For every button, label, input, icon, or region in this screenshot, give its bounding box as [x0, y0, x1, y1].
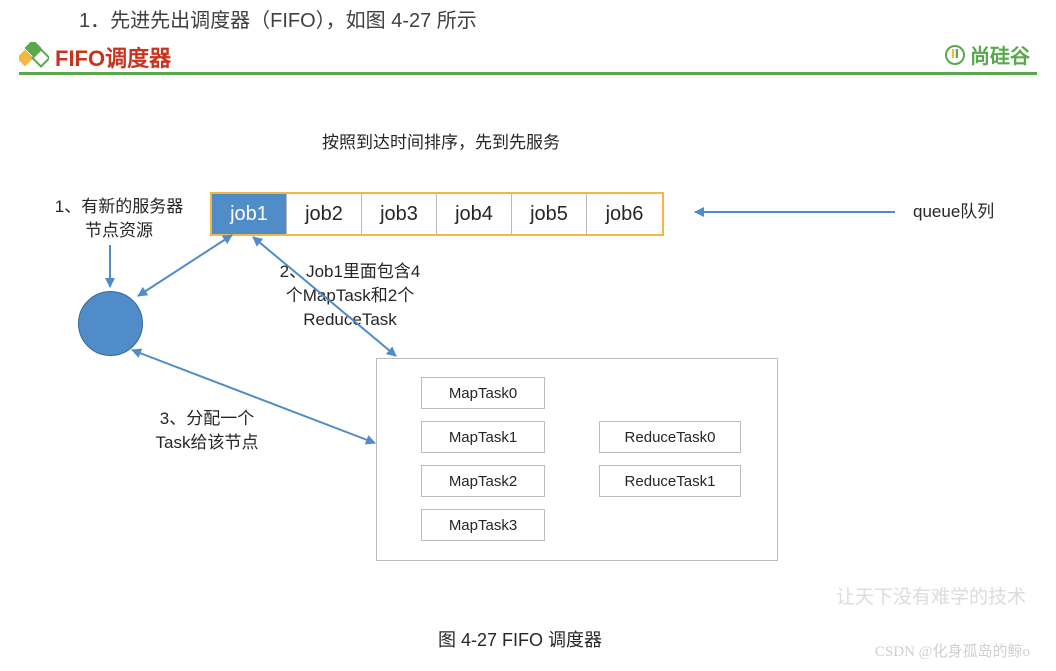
page-title: FIFO调度器	[55, 41, 171, 73]
label-3-line1: 3、分配一个	[160, 409, 254, 428]
watermark-slogan: 让天下没有难学的技术	[836, 582, 1026, 609]
label-2: 2、Job1里面包含4 个MapTask和2个 ReduceTask	[260, 260, 440, 331]
page-heading: 1．先进先出调度器（FIFO），如图 4-27 所示	[79, 4, 477, 33]
brand-block: 尚硅谷	[944, 40, 1030, 69]
watermark-csdn: CSDN @化身孤岛的鲸o	[875, 640, 1030, 661]
label-1-line2: 节点资源	[85, 221, 153, 240]
job-cell-job5: job5	[512, 194, 587, 234]
map-task-cell: MapTask1	[421, 421, 545, 453]
job-cell-job1: job1	[212, 194, 287, 234]
logo-block: FIFO调度器	[19, 41, 171, 73]
reduce-task-cell: ReduceTask1	[599, 465, 741, 497]
brand-text: 尚硅谷	[970, 40, 1030, 69]
label-1-line1: 1、有新的服务器	[55, 197, 183, 216]
map-task-cell: MapTask0	[421, 377, 545, 409]
server-node	[78, 291, 143, 356]
job-cell-job3: job3	[362, 194, 437, 234]
reduce-task-cell: ReduceTask0	[599, 421, 741, 453]
diamond-logo-icon	[19, 42, 49, 72]
queue-label: queue队列	[913, 200, 994, 224]
job-cell-job4: job4	[437, 194, 512, 234]
label-3-line2: Task给该节点	[156, 433, 259, 452]
arrow-node-job1	[138, 235, 232, 296]
figure-caption: 图 4-27 FIFO 调度器	[438, 626, 602, 652]
label-2-line3: ReduceTask	[303, 310, 397, 329]
arrows-overlay	[0, 0, 1056, 671]
map-task-cell: MapTask3	[421, 509, 545, 541]
map-task-cell: MapTask2	[421, 465, 545, 497]
header-divider	[19, 72, 1037, 75]
label-2-line2: 个MapTask和2个	[286, 286, 414, 305]
label-2-line1: 2、Job1里面包含4	[280, 262, 421, 281]
diagram-subtitle: 按照到达时间排序，先到先服务	[322, 128, 560, 153]
label-1: 1、有新的服务器 节点资源	[39, 195, 199, 243]
task-container: MapTask0 MapTask1 MapTask2 MapTask3 ReduceTa…	[376, 358, 778, 561]
job-cell-job6: job6	[587, 194, 662, 234]
queue-box: job1job2job3job4job5job6	[210, 192, 664, 236]
brand-icon	[944, 44, 966, 66]
label-3: 3、分配一个 Task给该节点	[142, 407, 272, 455]
job-cell-job2: job2	[287, 194, 362, 234]
